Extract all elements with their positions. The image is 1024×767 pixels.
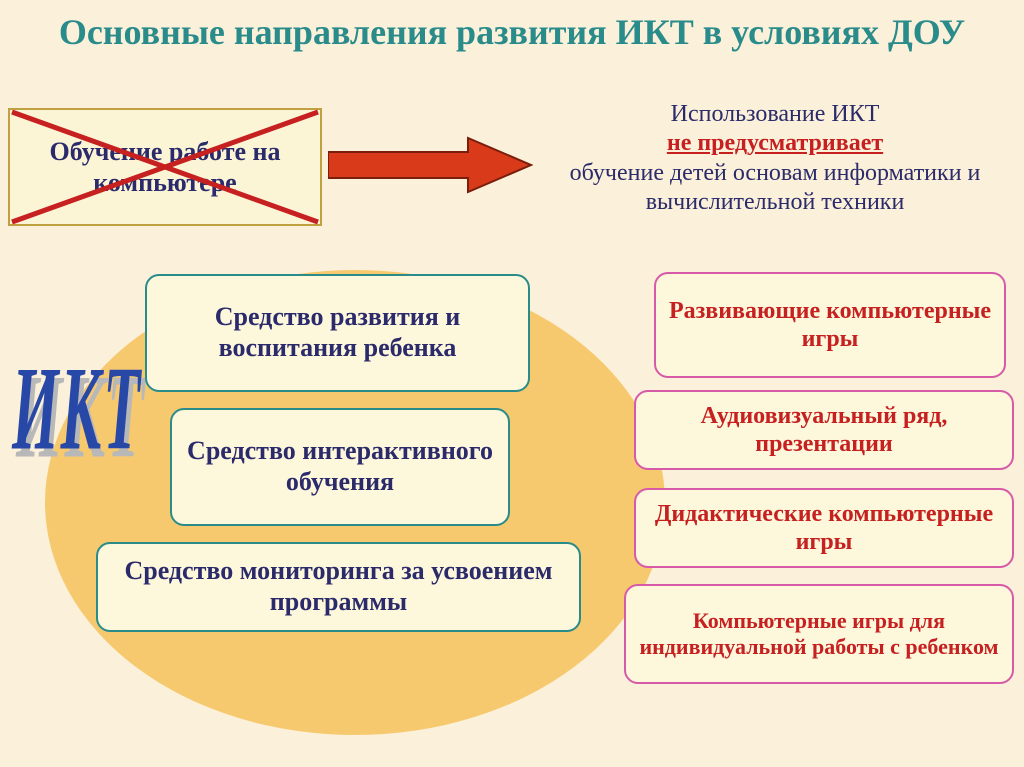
- right-pill-1: Аудиовизуальный ряд, презентации: [634, 390, 1014, 470]
- ikt-label: ИКТ: [12, 341, 142, 479]
- explanation-line1: Использование ИКТ: [671, 101, 880, 127]
- explanation-emphasis: не предусматривает: [667, 130, 883, 156]
- crossed-box-text: Обучение работе на компьютере: [16, 136, 314, 198]
- arrow-icon: [328, 136, 533, 194]
- explanation-text: Использование ИКТ не предусматривает обу…: [550, 100, 1000, 217]
- explanation-line2: обучение детей основам информатики и выч…: [570, 160, 981, 215]
- crossed-out-box: Обучение работе на компьютере: [8, 108, 322, 226]
- right-pill-0: Развивающие компьютерные игры: [654, 272, 1006, 378]
- left-pill-0: Средство развития и воспитания ребенка: [145, 274, 530, 392]
- slide-title: Основные направления развития ИКТ в усло…: [0, 12, 1024, 53]
- right-pill-2: Дидактические компьютерные игры: [634, 488, 1014, 568]
- right-pill-3: Компьютерные игры для индивидуальной раб…: [624, 584, 1014, 684]
- left-pill-2: Средство мониторинга за усвоением програ…: [96, 542, 581, 632]
- left-pill-1: Средство интерактивного обучения: [170, 408, 510, 526]
